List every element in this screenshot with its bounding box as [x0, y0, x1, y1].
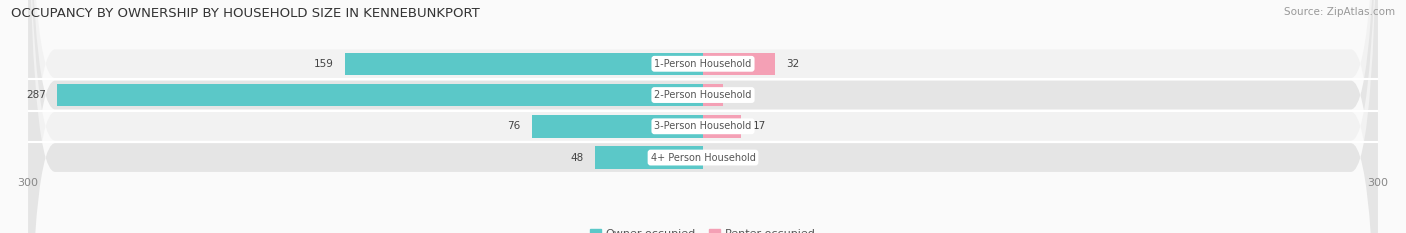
Bar	[703, 52, 775, 75]
Text: 9: 9	[734, 90, 741, 100]
Bar	[346, 52, 703, 75]
Text: 287: 287	[27, 90, 46, 100]
Legend: Owner-occupied, Renter-occupied: Owner-occupied, Renter-occupied	[586, 225, 820, 233]
FancyBboxPatch shape	[28, 0, 1378, 233]
Bar	[703, 84, 723, 106]
Text: 0: 0	[714, 153, 721, 163]
Text: 76: 76	[508, 121, 520, 131]
Bar	[531, 115, 703, 137]
FancyBboxPatch shape	[28, 0, 1378, 233]
Bar	[58, 84, 703, 106]
Text: 1-Person Household: 1-Person Household	[654, 59, 752, 69]
Text: OCCUPANCY BY OWNERSHIP BY HOUSEHOLD SIZE IN KENNEBUNKPORT: OCCUPANCY BY OWNERSHIP BY HOUSEHOLD SIZE…	[11, 7, 479, 20]
Text: 159: 159	[314, 59, 335, 69]
Text: 32: 32	[786, 59, 800, 69]
Text: Source: ZipAtlas.com: Source: ZipAtlas.com	[1284, 7, 1395, 17]
Text: 3-Person Household: 3-Person Household	[654, 121, 752, 131]
FancyBboxPatch shape	[28, 0, 1378, 233]
Bar	[595, 146, 703, 169]
Text: 2-Person Household: 2-Person Household	[654, 90, 752, 100]
Text: 17: 17	[752, 121, 766, 131]
Text: 48: 48	[571, 153, 583, 163]
Text: 4+ Person Household: 4+ Person Household	[651, 153, 755, 163]
Bar	[703, 115, 741, 137]
FancyBboxPatch shape	[28, 0, 1378, 233]
